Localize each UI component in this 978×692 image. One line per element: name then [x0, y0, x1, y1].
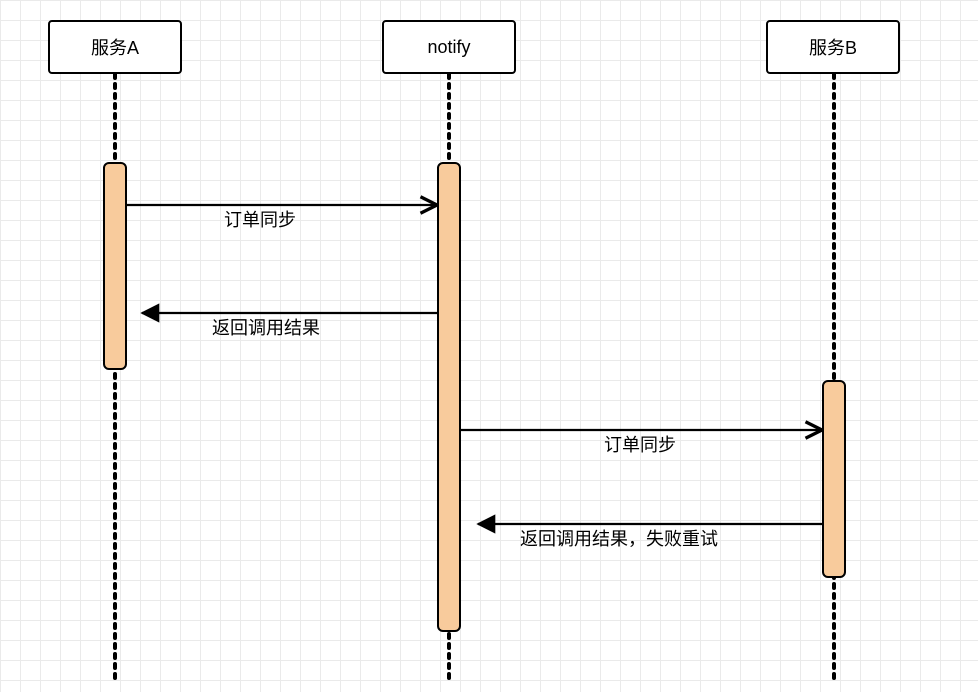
message-label-msg-4: 返回调用结果，失败重试: [520, 525, 718, 551]
participant-notify: notify: [382, 20, 516, 74]
activation-act-a: [103, 162, 127, 370]
participant-label-notify: notify: [427, 37, 470, 58]
participant-service-b: 服务B: [766, 20, 900, 74]
participant-label-service-b: 服务B: [809, 34, 857, 60]
message-label-msg-3: 订单同步: [604, 431, 676, 457]
activation-act-b: [822, 380, 846, 578]
diagram-canvas: [0, 0, 978, 692]
message-label-msg-1: 订单同步: [224, 206, 296, 232]
participant-service-a: 服务A: [48, 20, 182, 74]
message-label-msg-2: 返回调用结果: [212, 314, 320, 340]
participant-label-service-a: 服务A: [91, 34, 139, 60]
activation-act-notify: [437, 162, 461, 632]
